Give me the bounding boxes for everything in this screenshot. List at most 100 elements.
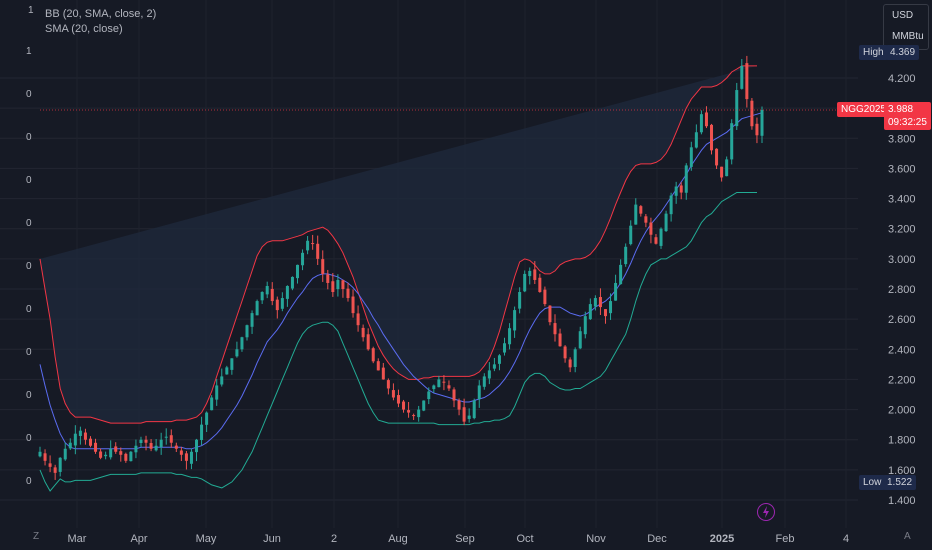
candle-body bbox=[735, 90, 739, 127]
candle-body bbox=[341, 280, 345, 289]
candle-body bbox=[659, 228, 663, 246]
candle-body bbox=[639, 206, 643, 214]
candle-body bbox=[260, 292, 264, 301]
candle-body bbox=[73, 433, 77, 446]
flash-icon[interactable] bbox=[757, 503, 775, 521]
candle-body bbox=[669, 195, 673, 215]
left-axis-label: 0 bbox=[26, 218, 32, 229]
candle-body bbox=[356, 313, 360, 326]
candle-body bbox=[523, 273, 527, 292]
y-tick-label: 3.600 bbox=[888, 163, 916, 175]
candle-body bbox=[124, 453, 128, 461]
candle-body bbox=[164, 436, 168, 438]
candle-body bbox=[715, 148, 719, 166]
x-tick-label: Dec bbox=[647, 533, 667, 545]
candle-body bbox=[381, 367, 385, 380]
candle-body bbox=[442, 381, 446, 383]
candle-body bbox=[53, 467, 57, 473]
candle-body bbox=[88, 438, 92, 446]
y-tick-label: 4.200 bbox=[888, 73, 916, 85]
candle-body bbox=[336, 279, 340, 290]
candle-body bbox=[331, 281, 335, 293]
x-tick-label: Mar bbox=[68, 533, 87, 545]
candle-body bbox=[457, 400, 461, 410]
y-tick-label: 2.000 bbox=[888, 405, 916, 417]
corner-left[interactable]: Z bbox=[33, 531, 40, 542]
candle-body bbox=[482, 376, 486, 387]
y-tick-label: 1.800 bbox=[888, 435, 916, 447]
candle-body bbox=[240, 337, 244, 350]
candle-body bbox=[533, 269, 537, 280]
candle-body bbox=[750, 100, 754, 127]
candle-body bbox=[270, 288, 274, 302]
candle-body bbox=[588, 304, 592, 320]
candle-body bbox=[265, 285, 269, 295]
left-axis: 1 1 0 0 0 0 0 0 0 0 0 0 bbox=[0, 0, 40, 530]
candle-body bbox=[553, 323, 557, 335]
x-tick-label: Apr bbox=[130, 533, 147, 545]
candle-body bbox=[422, 400, 426, 411]
candle-body bbox=[321, 259, 325, 274]
bb-legend[interactable]: BB (20, SMA, close, 2) bbox=[45, 8, 157, 20]
candle-body bbox=[740, 65, 744, 89]
candle-body bbox=[94, 442, 98, 452]
candle-body bbox=[311, 243, 315, 245]
candle-body bbox=[346, 288, 350, 299]
candle-body bbox=[114, 446, 118, 452]
corner-right[interactable]: A bbox=[904, 531, 911, 542]
x-tick-label: 4 bbox=[843, 533, 849, 545]
candle-body bbox=[447, 385, 451, 389]
candle-body bbox=[614, 282, 618, 301]
high-value: 4.369 bbox=[886, 45, 920, 60]
bollinger-fill bbox=[40, 65, 757, 424]
candle-body bbox=[396, 395, 400, 404]
candle-body bbox=[467, 415, 471, 419]
candle-body bbox=[664, 213, 668, 232]
bollinger-upper-line bbox=[39, 65, 757, 424]
candle-body bbox=[674, 186, 678, 196]
left-axis-label: 0 bbox=[26, 175, 32, 186]
candle-body bbox=[189, 451, 193, 464]
currency-option[interactable]: USD bbox=[892, 10, 914, 21]
y-tick-label: 2.600 bbox=[888, 314, 916, 326]
x-tick-label: May bbox=[196, 533, 217, 545]
candle-body bbox=[230, 358, 234, 370]
sma-legend[interactable]: SMA (20, close) bbox=[45, 23, 123, 35]
candle-body bbox=[402, 401, 406, 410]
candle-body bbox=[497, 355, 501, 364]
symbol-tag: NGG2025 bbox=[837, 102, 891, 117]
candle-body bbox=[593, 298, 597, 307]
x-tick-label: Oct bbox=[516, 533, 533, 545]
unit-option[interactable]: MMBtu bbox=[892, 31, 924, 42]
candle-body bbox=[225, 367, 229, 375]
candle-body bbox=[78, 430, 82, 436]
candle-body bbox=[250, 313, 254, 327]
candle-body bbox=[528, 270, 532, 277]
candle-body bbox=[412, 415, 416, 417]
candle-body bbox=[568, 359, 572, 368]
candle-body bbox=[508, 328, 512, 345]
sma-basis-line bbox=[39, 112, 763, 450]
x-tick-label: 2 bbox=[331, 533, 337, 545]
candle-body bbox=[48, 463, 52, 467]
candle-body bbox=[745, 63, 749, 100]
candle-body bbox=[134, 445, 138, 453]
candle-body bbox=[694, 132, 698, 148]
candle-body bbox=[391, 390, 395, 398]
candle-body bbox=[109, 448, 113, 458]
candle-body bbox=[174, 445, 178, 449]
candle-body bbox=[200, 424, 204, 440]
unit-selector[interactable]: USD MMBtu bbox=[883, 4, 929, 50]
candle-body bbox=[63, 448, 67, 460]
candle-body bbox=[376, 361, 380, 371]
candle-body bbox=[169, 435, 173, 443]
y-tick-label: 3.200 bbox=[888, 224, 916, 236]
time-axis: Mar Apr May Jun 2 Aug Sep Oct Nov Dec 2025 Feb 4 bbox=[68, 533, 850, 545]
candle-body bbox=[205, 412, 209, 425]
candle-body bbox=[725, 159, 729, 177]
candle-body bbox=[280, 298, 284, 309]
low-label: Low bbox=[859, 475, 886, 490]
candle-body bbox=[99, 451, 103, 458]
candle-body bbox=[472, 400, 476, 419]
